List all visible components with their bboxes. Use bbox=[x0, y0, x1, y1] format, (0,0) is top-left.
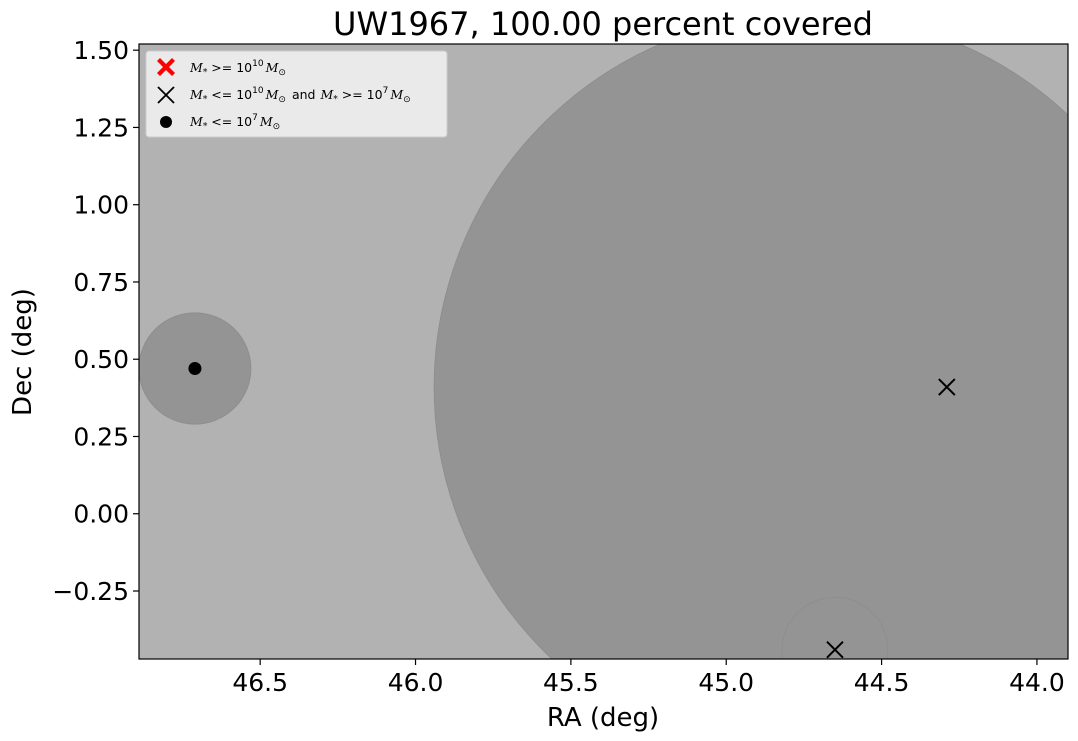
y-tick-label: 0.25 bbox=[73, 422, 129, 451]
legend-marker-x bbox=[157, 86, 175, 104]
coverage-circle-3 bbox=[781, 596, 889, 659]
data-point-x-marker-1 bbox=[938, 378, 956, 396]
legend: M* >= 1010 M⊙ M* <= 1010 M⊙ and M* >= 107 M⊙ … bbox=[145, 50, 448, 138]
plot-frame bbox=[138, 43, 1069, 660]
legend-label-low-mass: M* <= 107 M⊙ bbox=[189, 113, 280, 132]
y-tick-label: 1.00 bbox=[73, 191, 129, 220]
legend-label-mid-mass: M* <= 1010 M⊙ and M* >= 107 M⊙ bbox=[189, 86, 411, 105]
y-tick-label: 1.25 bbox=[73, 113, 129, 142]
y-tick-label: 0.00 bbox=[73, 500, 129, 529]
x-tick-label: 44.0 bbox=[1009, 668, 1065, 697]
points-layer bbox=[188, 361, 956, 659]
chart-title: UW1967, 100.00 percent covered bbox=[333, 5, 873, 43]
x-tick-label: 45.5 bbox=[543, 668, 599, 697]
y-tick-label: 0.75 bbox=[73, 268, 129, 297]
x-tick-label: 46.5 bbox=[232, 668, 288, 697]
x-tick-label: 45.0 bbox=[698, 668, 754, 697]
y-axis-label: Dec (deg) bbox=[8, 288, 38, 416]
y-tick-label: 1.50 bbox=[73, 36, 129, 65]
coverage-circle-1 bbox=[433, 44, 1068, 659]
x-tick-label: 46.0 bbox=[388, 668, 444, 697]
legend-marker-circle bbox=[160, 116, 172, 128]
legend-marker-filled-x bbox=[157, 58, 175, 76]
y-axis-ticks: −0.25 0.00 0.25 0.50 0.75 1.00 1.25 1.50 bbox=[52, 36, 139, 606]
data-point-circle-1 bbox=[188, 361, 202, 375]
legend-label-high-mass: M* >= 1010 M⊙ bbox=[189, 59, 286, 78]
x-axis-ticks: 46.5 46.0 45.5 45.0 44.5 44.0 bbox=[232, 659, 1065, 697]
data-point-x-marker-2 bbox=[826, 641, 844, 659]
x-tick-label: 44.5 bbox=[854, 668, 910, 697]
x-axis-label: RA (deg) bbox=[547, 703, 659, 733]
y-tick-label: −0.25 bbox=[52, 577, 129, 606]
legend-box bbox=[145, 50, 448, 138]
y-tick-label: 0.50 bbox=[73, 345, 129, 374]
